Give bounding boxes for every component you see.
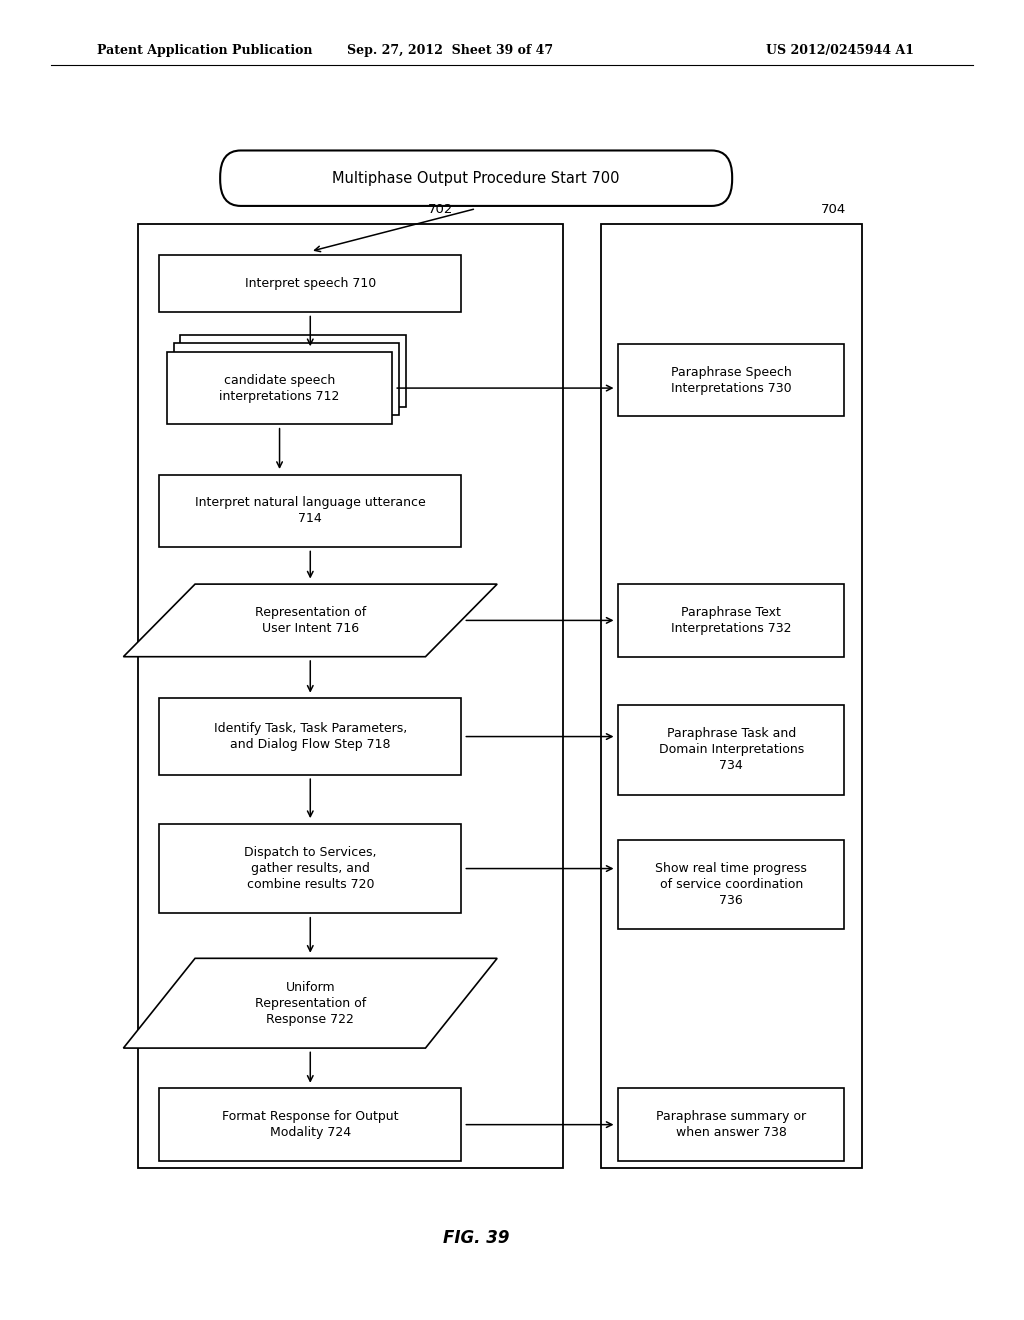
Text: Sep. 27, 2012  Sheet 39 of 47: Sep. 27, 2012 Sheet 39 of 47 [347,44,554,57]
FancyBboxPatch shape [618,705,844,795]
FancyBboxPatch shape [220,150,732,206]
FancyBboxPatch shape [160,698,461,775]
FancyBboxPatch shape [167,351,392,425]
Text: Paraphrase Speech
Interpretations 730: Paraphrase Speech Interpretations 730 [671,366,792,395]
Text: candidate speech
interpretations 712: candidate speech interpretations 712 [219,374,340,403]
FancyBboxPatch shape [160,474,461,546]
FancyBboxPatch shape [160,255,461,312]
Text: Multiphase Output Procedure Start 700: Multiphase Output Procedure Start 700 [333,170,620,186]
Text: Paraphrase Task and
Domain Interpretations
734: Paraphrase Task and Domain Interpretatio… [658,727,804,772]
Text: Paraphrase summary or
when answer 738: Paraphrase summary or when answer 738 [656,1110,806,1139]
Text: Paraphrase Text
Interpretations 732: Paraphrase Text Interpretations 732 [671,606,792,635]
FancyBboxPatch shape [160,824,461,913]
Text: US 2012/0245944 A1: US 2012/0245944 A1 [766,44,913,57]
FancyBboxPatch shape [174,342,399,414]
FancyBboxPatch shape [618,840,844,929]
FancyBboxPatch shape [601,224,862,1168]
Polygon shape [123,958,498,1048]
FancyBboxPatch shape [160,1088,461,1162]
Text: Identify Task, Task Parameters,
and Dialog Flow Step 718: Identify Task, Task Parameters, and Dial… [214,722,407,751]
Text: FIG. 39: FIG. 39 [443,1229,509,1247]
FancyBboxPatch shape [618,1088,844,1162]
Text: Interpret speech 710: Interpret speech 710 [245,277,376,290]
Text: Representation of
User Intent 716: Representation of User Intent 716 [255,606,366,635]
Text: Dispatch to Services,
gather results, and
combine results 720: Dispatch to Services, gather results, an… [244,846,377,891]
Text: Interpret natural language utterance
714: Interpret natural language utterance 714 [195,496,426,525]
FancyBboxPatch shape [180,334,406,407]
Text: Show real time progress
of service coordination
736: Show real time progress of service coord… [655,862,807,907]
Text: Patent Application Publication: Patent Application Publication [97,44,312,57]
Text: Uniform
Representation of
Response 722: Uniform Representation of Response 722 [255,981,366,1026]
Text: 702: 702 [428,203,454,216]
FancyBboxPatch shape [618,583,844,656]
Polygon shape [123,583,498,656]
FancyBboxPatch shape [618,343,844,417]
Text: 704: 704 [821,203,847,216]
Text: Format Response for Output
Modality 724: Format Response for Output Modality 724 [222,1110,398,1139]
FancyBboxPatch shape [138,224,563,1168]
